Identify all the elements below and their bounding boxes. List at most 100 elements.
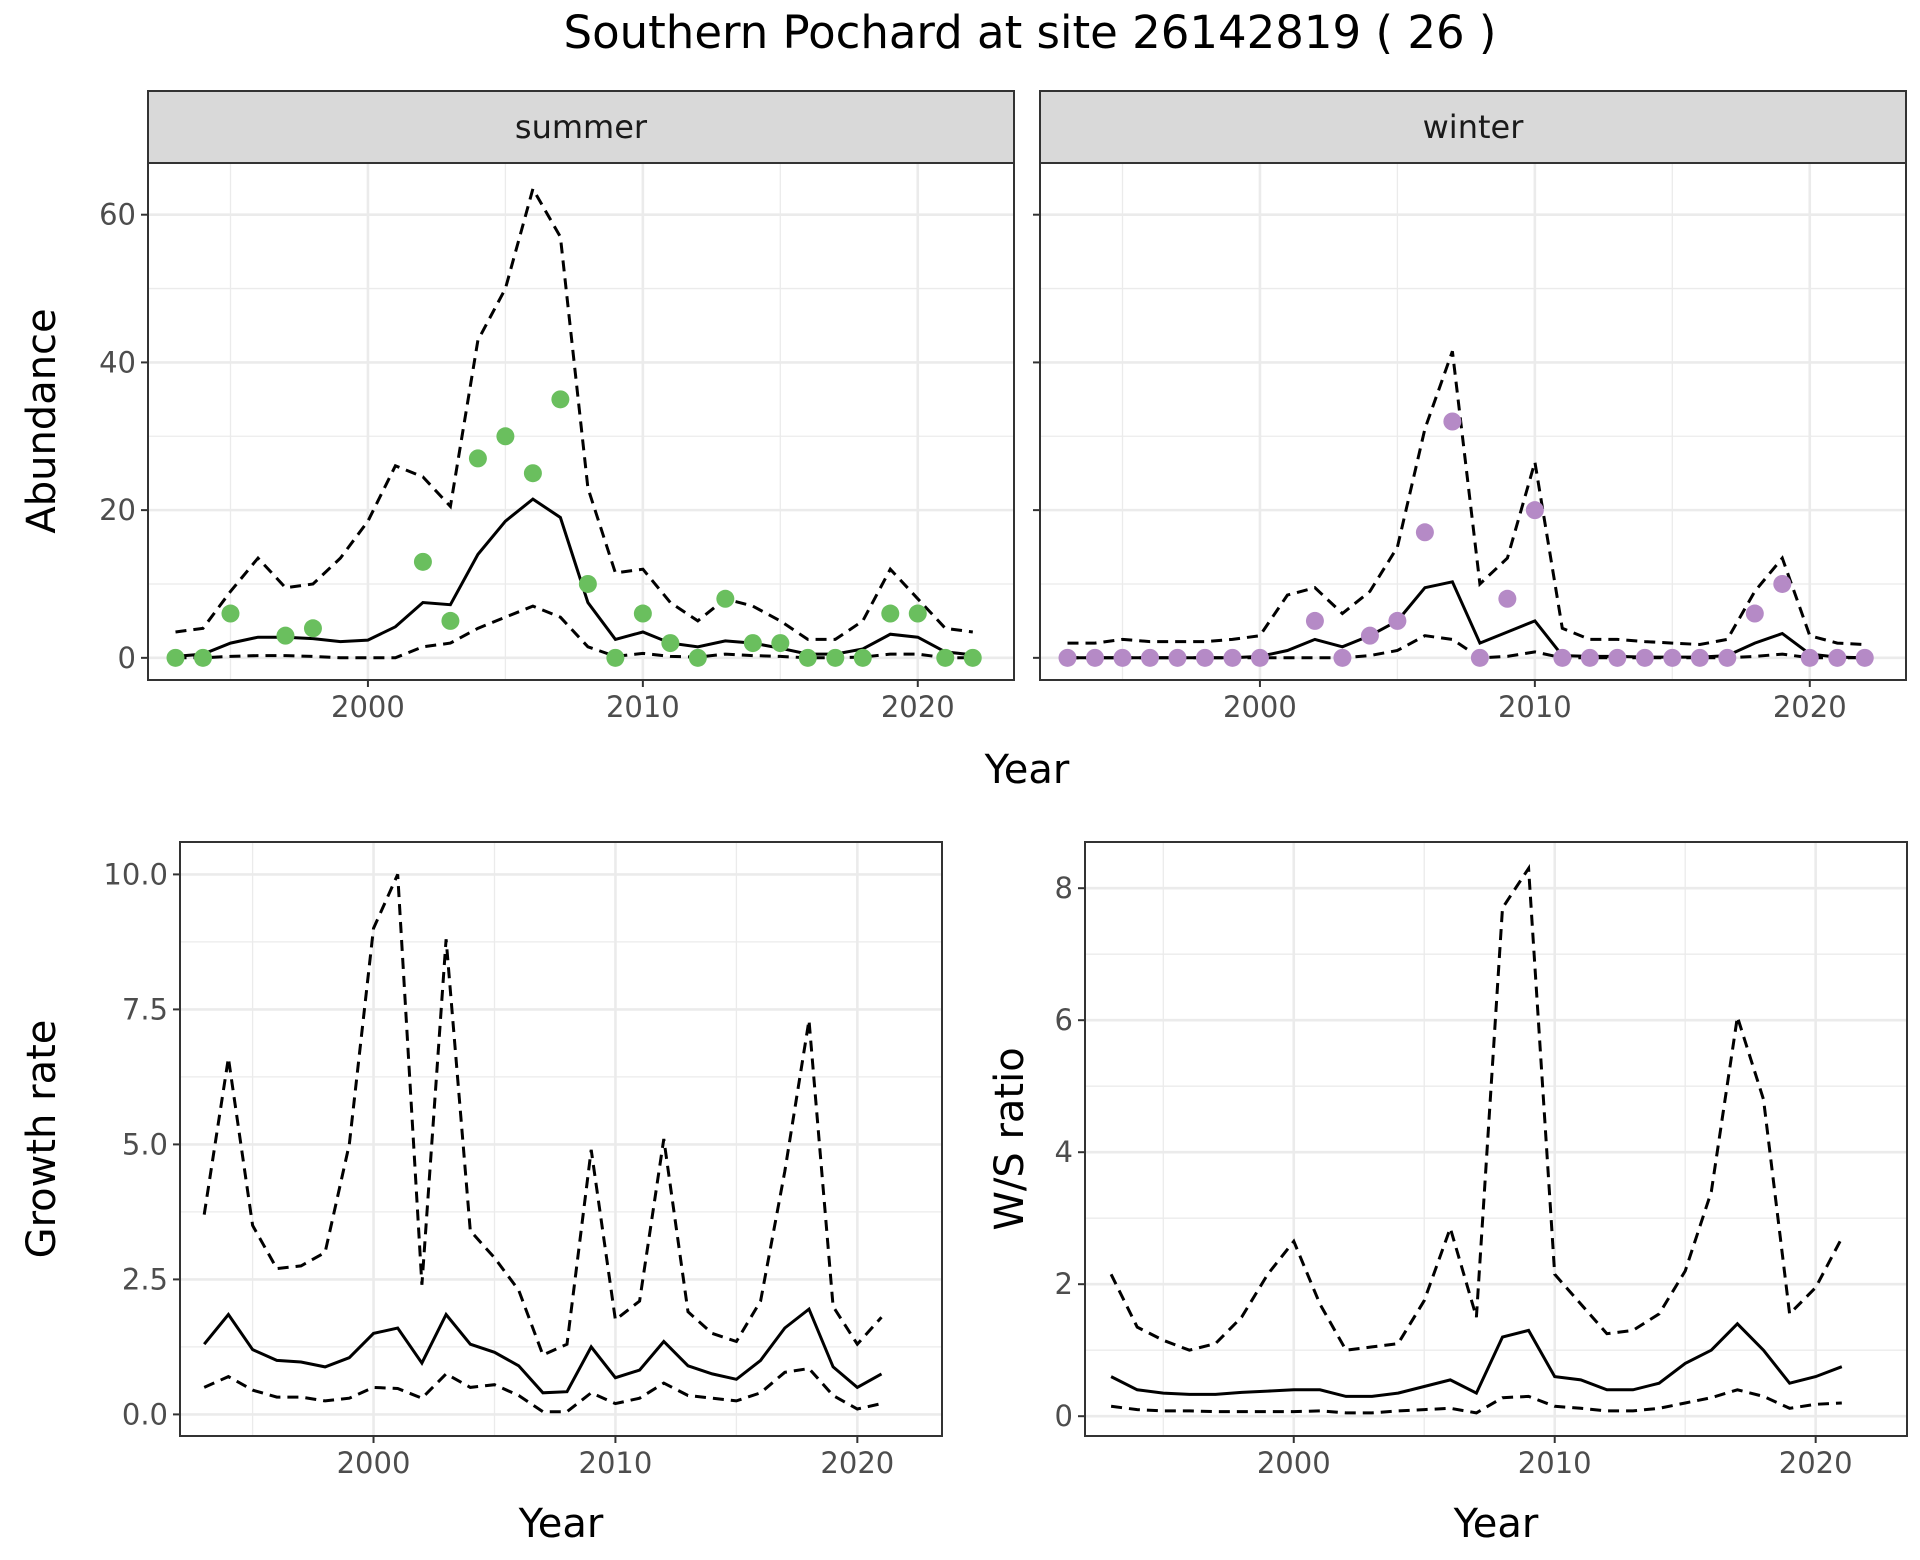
growth-rate-panel-border — [179, 841, 943, 1437]
abundance-summer-observed-point — [881, 604, 900, 623]
ws-ratio-y-tick-label: 0 — [1055, 1399, 1073, 1433]
abundance-summer-observed-point — [606, 648, 625, 667]
abundance-winter-observed-point — [1690, 648, 1709, 667]
abundance-winter-observed-point — [1553, 648, 1572, 667]
abundance-summer-observed-point — [963, 648, 982, 667]
abundance-summer-observed-point — [661, 634, 680, 653]
ws-ratio-y-tick-label: 4 — [1055, 1135, 1073, 1169]
abundance-summer-x-tick-label: 2010 — [606, 690, 680, 724]
abundance-winter-observed-point — [1800, 648, 1819, 667]
growth-rate-panel — [180, 842, 942, 1436]
abundance-summer-observed-point — [193, 648, 212, 667]
abundance-winter-observed-point — [1113, 648, 1132, 667]
ws-ratio-y-axis-title: W/S ratio — [987, 1047, 1033, 1230]
abundance-summer-observed-point — [771, 634, 790, 653]
abundance-winter-observed-point — [1525, 501, 1544, 520]
growth-rate-upper-line — [202, 873, 883, 1358]
growth-rate-x-axis-title: Year — [518, 1501, 604, 1547]
abundance-winter-observed-point — [1773, 574, 1792, 593]
abundance-winter-observed-point — [1415, 523, 1434, 542]
abundance-summer-observed-point — [936, 648, 955, 667]
growth-rate-y-tick-label: 10.0 — [103, 857, 168, 891]
abundance-winter-observed-point — [1635, 648, 1654, 667]
growth-rate-x-tick-label: 2020 — [820, 1446, 894, 1480]
growth-rate-median-line — [203, 1306, 883, 1395]
abundance-summer-observed-point — [908, 604, 927, 623]
abundance-summer-observed-point — [221, 604, 240, 623]
abundance-winter-observed-point — [1333, 648, 1352, 667]
abundance-summer-observed-point — [551, 390, 570, 409]
growth-rate-y-axis-title: Growth rate — [19, 1020, 65, 1259]
abundance-summer-observed-point — [688, 648, 707, 667]
abundance-winter-x-tick-label: 2010 — [1498, 690, 1572, 724]
abundance-winter-strip — [1039, 90, 1907, 164]
abundance-summer-observed-point — [276, 626, 295, 645]
abundance-summer-observed-point — [633, 604, 652, 623]
abundance-summer-upper-line — [175, 185, 974, 641]
abundance-winter-observed-point — [1140, 648, 1159, 667]
abundance-winter-observed-point — [1470, 648, 1489, 667]
ws-ratio-y-tick-label: 6 — [1055, 1003, 1073, 1037]
abundance-y-axis-title: Abundance — [19, 308, 65, 533]
abundance-summer-observed-point — [441, 611, 460, 630]
abundance-summer-observed-point — [716, 589, 735, 608]
abundance-winter-observed-point — [1085, 648, 1104, 667]
abundance-winter-observed-point — [1223, 648, 1242, 667]
abundance-winter-observed-point — [1058, 648, 1077, 667]
ws-ratio-panel-border — [1084, 841, 1908, 1437]
growth-rate-lower-line — [203, 1366, 882, 1414]
abundance-winter-observed-point — [1855, 648, 1874, 667]
abundance-summer-observed-point — [826, 648, 845, 667]
growth-rate-y-tick-label: 0.0 — [122, 1397, 168, 1431]
growth-rate-y-tick-label: 7.5 — [122, 992, 168, 1026]
abundance-summer-x-tick-label: 2000 — [331, 690, 405, 724]
abundance-winter-observed-point — [1608, 648, 1627, 667]
abundance-summer-observed-point — [468, 449, 487, 468]
abundance-summer-observed-point — [853, 648, 872, 667]
abundance-winter-observed-point — [1305, 611, 1324, 630]
ws-ratio-upper-line — [1109, 863, 1844, 1352]
abundance-summer-observed-point — [496, 427, 515, 446]
abundance-summer-observed-point — [303, 619, 322, 638]
growth-rate-y-tick-label: 5.0 — [122, 1127, 168, 1161]
abundance-winter-observed-point — [1745, 604, 1764, 623]
ws-ratio-x-tick-label: 2020 — [1779, 1446, 1853, 1480]
ws-ratio-x-tick-label: 2010 — [1518, 1446, 1592, 1480]
abundance-summer-x-tick-label: 2020 — [881, 690, 955, 724]
abundance-summer-observed-point — [743, 634, 762, 653]
abundance-winter-observed-point — [1663, 648, 1682, 667]
ws-ratio-y-tick-label: 8 — [1055, 871, 1073, 905]
abundance-winter-observed-point — [1195, 648, 1214, 667]
abundance-winter-observed-point — [1498, 589, 1517, 608]
abundance-summer-y-tick-label: 40 — [99, 345, 136, 379]
abundance-summer-observed-point — [523, 464, 542, 483]
abundance-summer-y-tick-label: 60 — [99, 198, 136, 232]
abundance-summer-observed-point — [413, 552, 432, 571]
abundance-winter-x-tick-label: 2000 — [1223, 690, 1297, 724]
abundance-winter-x-tick-label: 2020 — [1773, 690, 1847, 724]
ws-ratio-y-tick-label: 2 — [1055, 1267, 1073, 1301]
abundance-summer-strip-label: summer — [515, 108, 648, 146]
abundance-winter-observed-point — [1443, 412, 1462, 431]
abundance-winter-observed-point — [1360, 626, 1379, 645]
abundance-winter-observed-point — [1828, 648, 1847, 667]
growth-rate-x-tick-label: 2010 — [579, 1446, 653, 1480]
abundance-summer-observed-point — [166, 648, 185, 667]
ws-ratio-x-axis-title: Year — [1453, 1501, 1539, 1547]
ws-ratio-x-tick-label: 2000 — [1257, 1446, 1331, 1480]
abundance-summer-y-tick-label: 20 — [99, 493, 136, 527]
abundance-summer-y-tick-label: 0 — [118, 641, 136, 675]
chart-title: Southern Pochard at site 26142819 ( 26 ) — [564, 6, 1497, 59]
abundance-winter-observed-point — [1718, 648, 1737, 667]
abundance-winter-upper-line — [1067, 350, 1865, 647]
abundance-winter-observed-point — [1388, 611, 1407, 630]
growth-rate-y-tick-label: 2.5 — [122, 1262, 168, 1296]
abundance-x-axis-title: Year — [984, 747, 1070, 793]
abundance-winter-panel — [1040, 163, 1906, 680]
abundance-winter-observed-point — [1580, 648, 1599, 667]
abundance-winter-strip-label: winter — [1423, 108, 1525, 146]
growth-rate-x-tick-label: 2000 — [337, 1446, 411, 1480]
abundance-summer-observed-point — [578, 574, 597, 593]
